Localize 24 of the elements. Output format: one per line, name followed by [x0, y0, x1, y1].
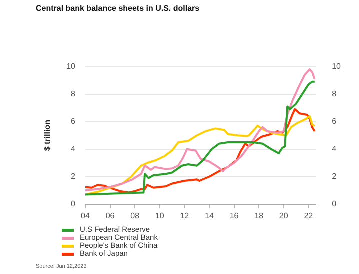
y2-tick-label: 6 — [332, 117, 338, 126]
chart-title: Central bank balance sheets in U.S. dollars — [36, 4, 200, 13]
x-tick-label: 06 — [106, 211, 116, 220]
x-tick-label: 16 — [230, 211, 240, 220]
x-tick-label: 22 — [304, 211, 314, 220]
y-axis-title: $ trillion — [43, 120, 52, 152]
x-tick-label: 20 — [279, 211, 289, 220]
y2-tick-label: 2 — [332, 172, 338, 182]
y2-tick-label: 8 — [332, 90, 338, 99]
y-tick-label: 10 — [66, 62, 76, 72]
x-tick-label: 10 — [155, 211, 165, 220]
x-tick-label: 12 — [180, 211, 190, 220]
y-tick-label: 2 — [71, 172, 76, 182]
y-tick-label: 0 — [71, 200, 76, 209]
x-tick-label: 18 — [254, 211, 264, 220]
x-tick-label: 08 — [130, 211, 140, 220]
x-tick-label: 14 — [205, 211, 214, 220]
y2-tick-label: 10 — [332, 62, 342, 72]
y-tick-label: 4 — [71, 144, 76, 154]
y2-tick-label: 0 — [332, 200, 338, 209]
y-tick-label: 6 — [71, 117, 76, 126]
x-tick-label: 04 — [81, 211, 90, 220]
y2-tick-label: 4 — [332, 144, 338, 154]
y-tick-label: 8 — [71, 90, 76, 99]
